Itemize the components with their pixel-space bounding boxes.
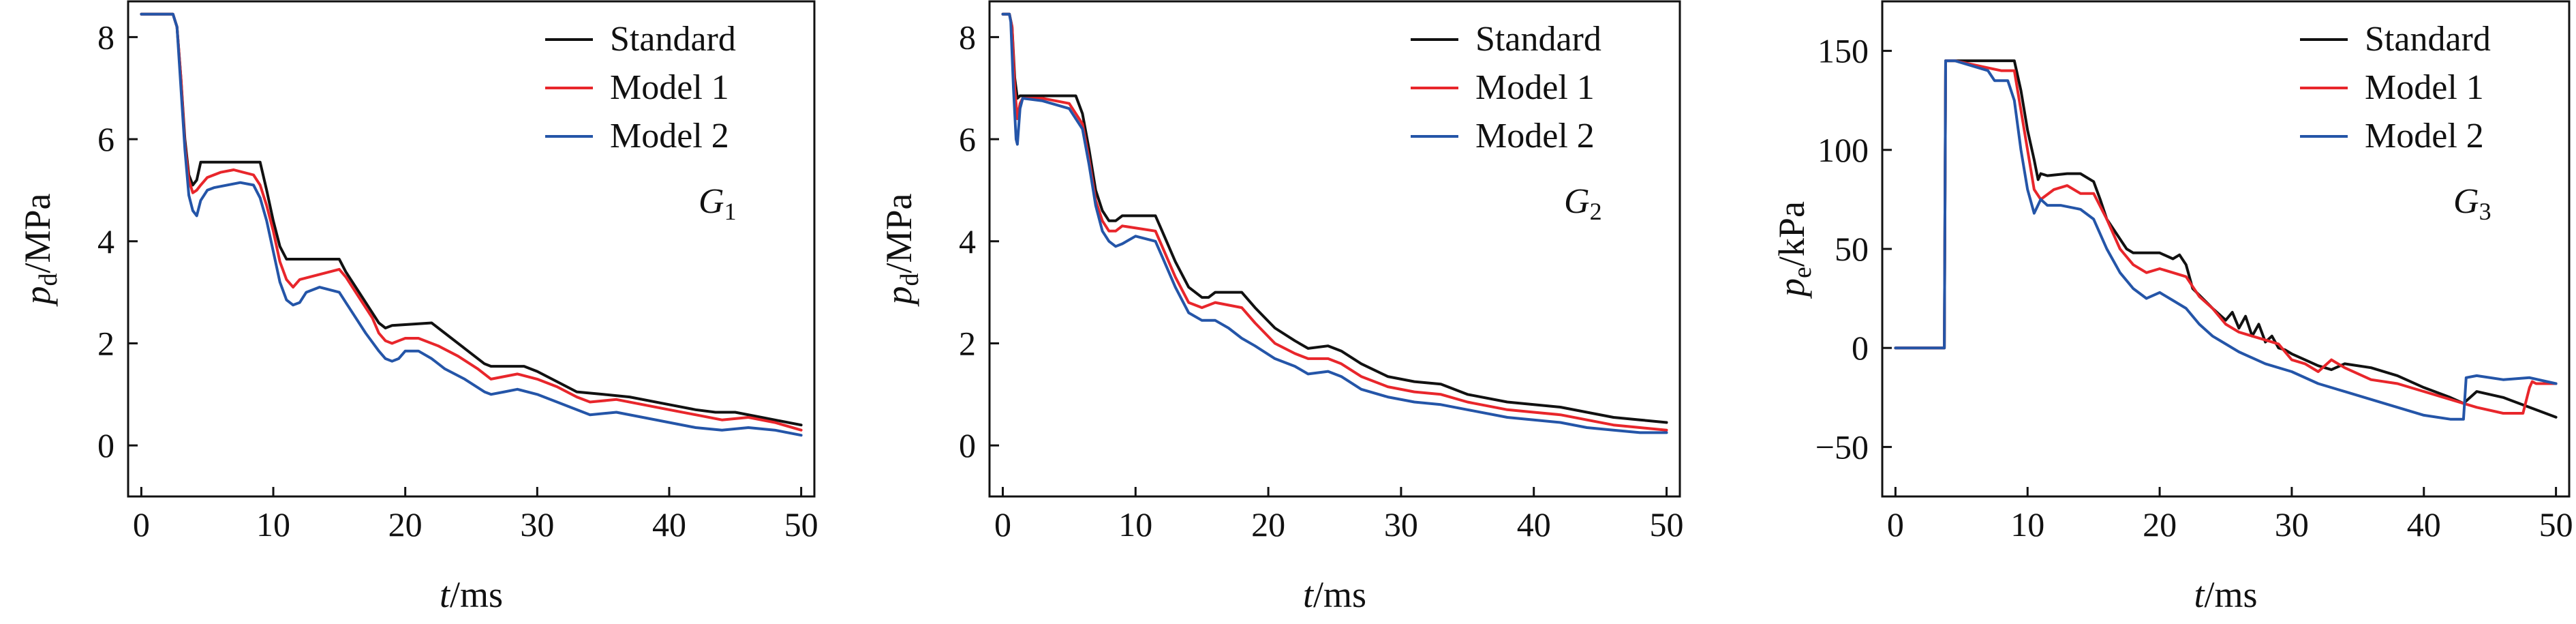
series-line-standard bbox=[1894, 59, 2558, 419]
y-axis-title: pe/kPa bbox=[1771, 201, 1817, 299]
legend-label: Standard bbox=[610, 20, 736, 59]
y-tick-label: 4 bbox=[959, 222, 976, 261]
legend-label: Model 1 bbox=[2365, 68, 2484, 107]
legend-label: Model 2 bbox=[1475, 117, 1595, 155]
x-tick-label: 30 bbox=[2275, 505, 2309, 544]
y-tick-label: 6 bbox=[97, 120, 114, 158]
series-line-model-1 bbox=[140, 12, 803, 432]
series-line-model-2 bbox=[1001, 12, 1668, 434]
y-tick-label: 100 bbox=[1818, 131, 1869, 169]
panel-1: 0 10 20 30 40 50 0 2 4 6 8 t/ms pd/MPa Standard Model … bbox=[17, 0, 818, 615]
x-axis-title: t/ms bbox=[440, 574, 503, 615]
y-tick-label: 50 bbox=[1835, 230, 1869, 268]
panel-label: G3 bbox=[2453, 182, 2491, 225]
y-axis-title: pd/MPa bbox=[17, 193, 63, 307]
y-tick-label: 2 bbox=[959, 324, 976, 362]
y-tick-label: 2 bbox=[97, 324, 114, 362]
y-tick-label: 0 bbox=[959, 426, 976, 464]
y-tick-label: 6 bbox=[959, 120, 976, 158]
x-tick-label: 0 bbox=[133, 505, 150, 544]
legend: Standard Model 1 Model 2 bbox=[545, 20, 736, 155]
series-line-model-2 bbox=[140, 12, 803, 437]
x-tick-label: 50 bbox=[784, 505, 818, 544]
legend-label: Model 1 bbox=[1475, 68, 1595, 107]
x-tick-label: 30 bbox=[520, 505, 554, 544]
series-line-model-2 bbox=[1894, 59, 2558, 421]
series-line-model-1 bbox=[1001, 12, 1668, 432]
x-tick-label: 0 bbox=[994, 505, 1011, 544]
x-axis-title: t/ms bbox=[1303, 574, 1366, 615]
panel-3: 0 10 20 30 40 50 −50 0 50 100 150 t/ms pe/kPa Standar… bbox=[1771, 0, 2573, 615]
series-line-standard bbox=[140, 12, 803, 427]
y-tick-label: 0 bbox=[1852, 329, 1869, 367]
y-tick-label: −50 bbox=[1815, 428, 1869, 466]
legend-label: Model 1 bbox=[610, 68, 729, 107]
x-tick-label: 50 bbox=[1650, 505, 1684, 544]
y-axis-title: pd/MPa bbox=[878, 193, 924, 307]
panel-2: 0 10 20 30 40 50 0 2 4 6 8 t/ms pd/MPa Standard Model … bbox=[878, 0, 1684, 615]
panel-label: G2 bbox=[1564, 182, 1602, 225]
x-tick-label: 40 bbox=[2407, 505, 2441, 544]
y-tick-label: 4 bbox=[97, 222, 114, 261]
y-tick-label: 8 bbox=[97, 18, 114, 56]
y-tick-label: 0 bbox=[97, 426, 114, 464]
x-tick-label: 10 bbox=[1118, 505, 1152, 544]
x-tick-label: 30 bbox=[1384, 505, 1418, 544]
x-tick-label: 10 bbox=[256, 505, 290, 544]
x-tick-label: 40 bbox=[1517, 505, 1551, 544]
x-tick-label: 0 bbox=[1887, 505, 1904, 544]
x-tick-label: 40 bbox=[652, 505, 686, 544]
legend-label: Standard bbox=[1475, 20, 1601, 59]
x-tick-label: 10 bbox=[2010, 505, 2044, 544]
legend: Standard Model 1 Model 2 bbox=[1411, 20, 1601, 155]
panel-label: G1 bbox=[699, 182, 737, 225]
series-line-model-1 bbox=[1894, 59, 2558, 415]
x-tick-label: 20 bbox=[388, 505, 423, 544]
legend-label: Model 2 bbox=[2365, 117, 2484, 155]
y-tick-label: 150 bbox=[1818, 32, 1869, 70]
legend-label: Standard bbox=[2365, 20, 2491, 59]
y-tick-label: 8 bbox=[959, 18, 976, 56]
x-tick-label: 50 bbox=[2539, 505, 2573, 544]
legend: Standard Model 1 Model 2 bbox=[2300, 20, 2491, 155]
x-axis-title: t/ms bbox=[2194, 574, 2257, 615]
plot-frame bbox=[988, 0, 1681, 498]
plot-frame bbox=[127, 0, 816, 498]
x-tick-label: 20 bbox=[1251, 505, 1285, 544]
series-line-standard bbox=[1001, 12, 1668, 424]
legend-label: Model 2 bbox=[610, 117, 729, 155]
x-tick-label: 20 bbox=[2143, 505, 2177, 544]
